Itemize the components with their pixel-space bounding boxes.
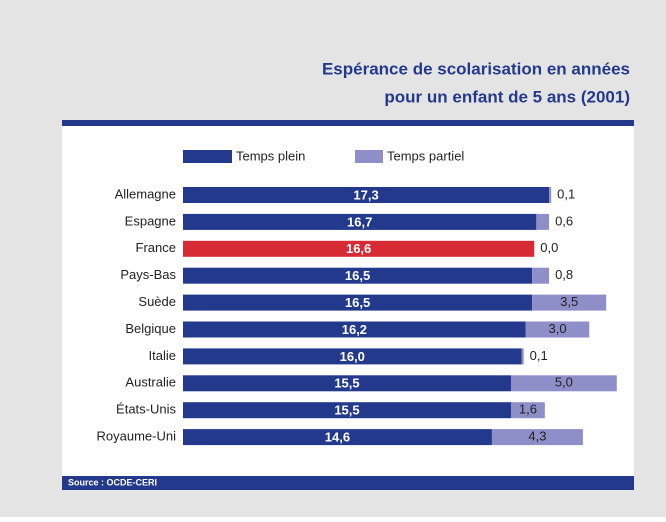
category-label: Suède [138, 294, 176, 309]
legend-swatch [183, 150, 232, 163]
bar-segment [491, 429, 583, 446]
value-label: 4,3 [528, 429, 546, 444]
value-label: 5,0 [555, 375, 573, 390]
legend-label: Temps partiel [387, 148, 464, 163]
value-label: 16,5 [345, 268, 370, 283]
value-label: 3,0 [548, 321, 566, 336]
value-label: 3,5 [560, 294, 578, 309]
bar-segment [183, 240, 535, 257]
source: Source : OCDE-CERI [68, 477, 157, 487]
bar-segment [183, 429, 492, 446]
category-label: Australie [125, 375, 176, 390]
value-label: 15,5 [334, 376, 359, 391]
source-band [62, 476, 634, 490]
category-label: Espagne [125, 213, 176, 228]
bar-segment [510, 375, 617, 392]
value-label: 16,5 [345, 295, 370, 310]
value-label: 0,8 [555, 267, 573, 282]
category-label: Belgique [125, 321, 176, 336]
bar-segment [183, 402, 511, 419]
top-rule [62, 120, 634, 126]
bar-segment [536, 213, 550, 230]
value-label: 16,2 [342, 322, 367, 337]
bar-segment [183, 321, 526, 338]
category-label: France [136, 240, 176, 255]
chart-subtitle: pour un enfant de 5 ans (2001) [384, 87, 630, 106]
value-label: 0,1 [530, 348, 548, 363]
value-label: 1,6 [519, 402, 537, 417]
bar-segment [183, 187, 550, 203]
value-label: 15,5 [334, 403, 359, 418]
category-label: Royaume-Uni [97, 429, 177, 444]
bar-segment [183, 267, 533, 284]
value-label: 16,6 [346, 241, 371, 256]
value-label: 16,7 [347, 214, 372, 229]
value-label: 17,3 [353, 187, 378, 202]
bar-segment [521, 348, 524, 365]
category-label: Italie [149, 348, 176, 363]
bar-segment [532, 267, 550, 284]
value-label: 0,1 [557, 186, 575, 201]
category-label: États-Unis [116, 402, 176, 417]
bar-segment [532, 294, 607, 311]
chart-title: Espérance de scolarisation en années [322, 59, 630, 78]
legend-label: Temps plein [236, 148, 305, 163]
bar-segment [510, 402, 545, 419]
value-label: 0,6 [555, 213, 573, 228]
bar-segment [525, 321, 590, 338]
legend-swatch [355, 150, 383, 163]
value-label: 14,6 [325, 430, 350, 445]
bar-segment [183, 348, 522, 365]
bar-segment [183, 213, 537, 230]
value-label: 16,0 [340, 349, 365, 364]
category-label: Allemagne [115, 186, 176, 201]
bar-segment [183, 294, 533, 311]
bar-segment [549, 187, 552, 203]
bar-segment [183, 375, 511, 392]
category-label: Pays-Bas [120, 267, 176, 282]
value-label: 0,0 [540, 240, 558, 255]
